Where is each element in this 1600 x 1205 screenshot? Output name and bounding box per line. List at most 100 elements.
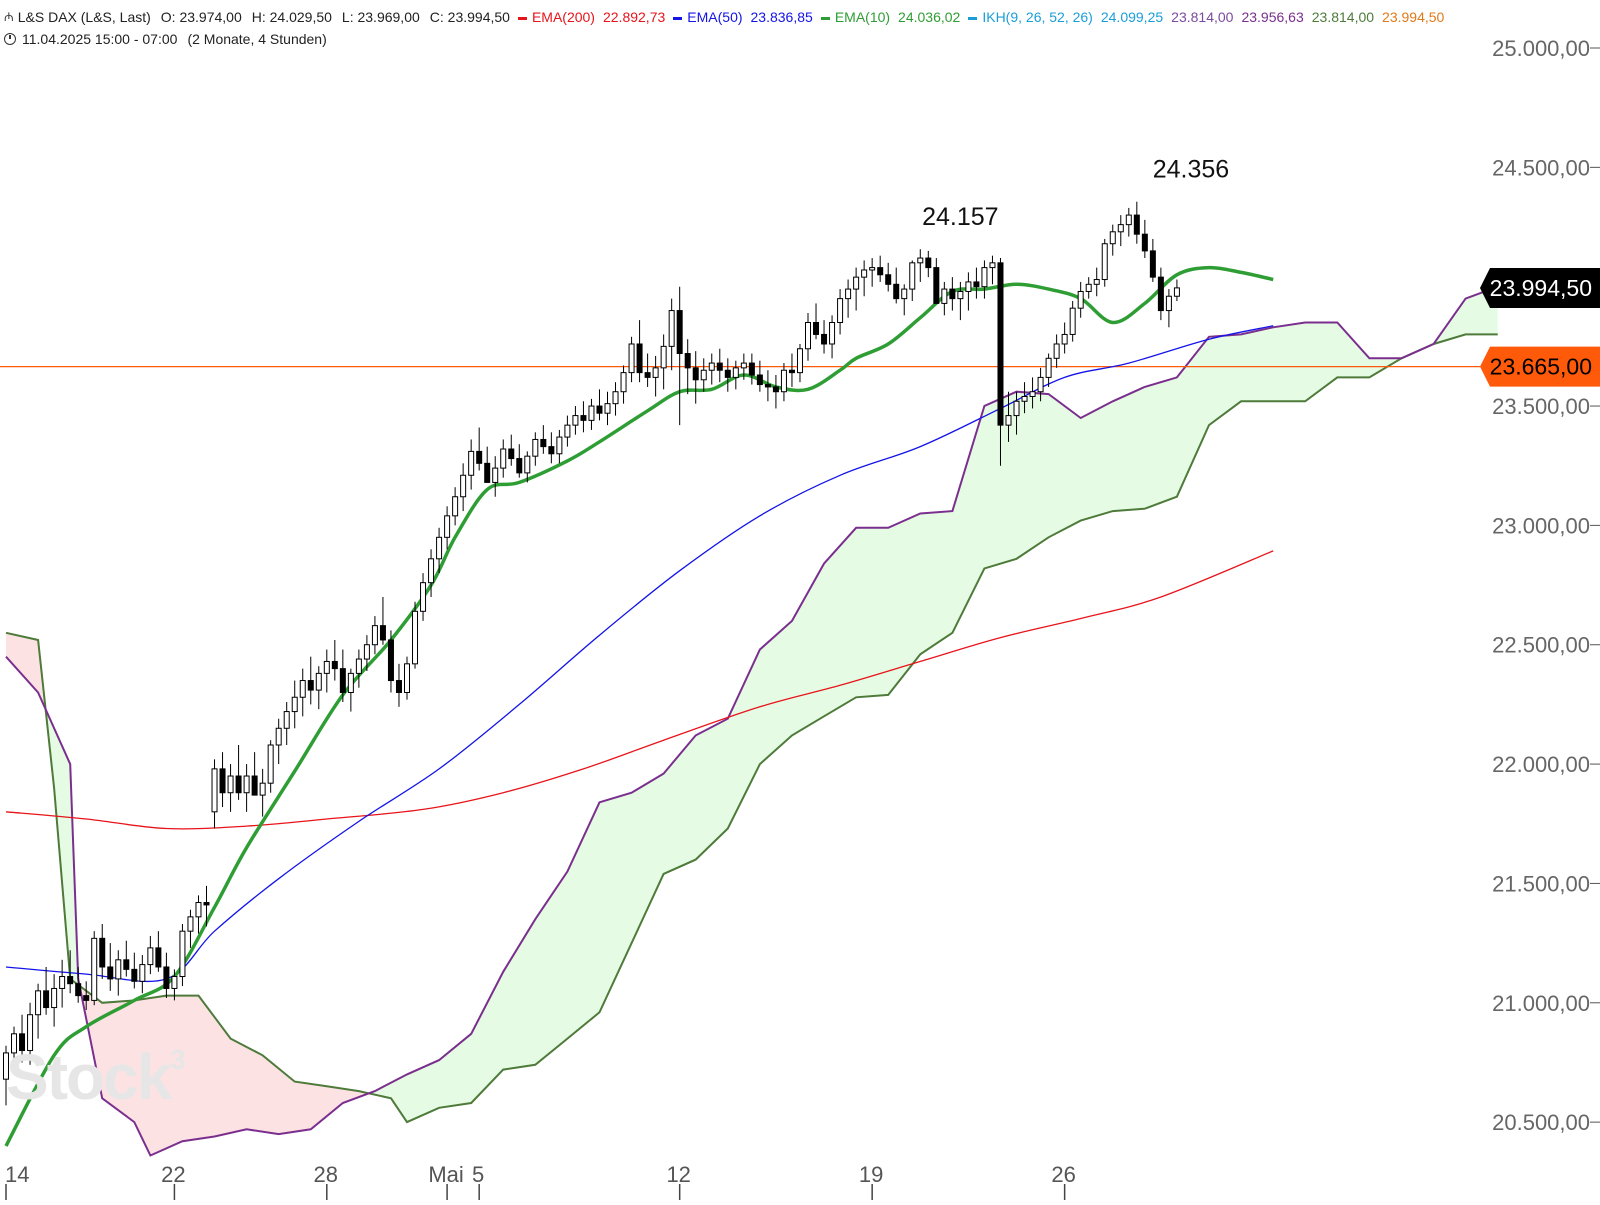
candle[interactable] xyxy=(243,764,250,812)
candle[interactable] xyxy=(371,616,378,655)
candle[interactable] xyxy=(1029,377,1036,409)
candle[interactable] xyxy=(1069,301,1076,342)
level-price-label[interactable]: 23.665,00 xyxy=(1480,346,1600,387)
candle[interactable] xyxy=(283,702,290,745)
candle[interactable] xyxy=(1109,224,1116,256)
candle[interactable] xyxy=(275,718,282,765)
candle[interactable] xyxy=(428,549,435,597)
candle[interactable] xyxy=(596,389,603,421)
candle[interactable] xyxy=(532,432,539,466)
candle[interactable] xyxy=(1021,382,1028,414)
candle[interactable] xyxy=(307,656,314,705)
candle[interactable] xyxy=(412,601,419,669)
candle[interactable] xyxy=(548,432,555,464)
candle[interactable] xyxy=(460,463,467,512)
candle[interactable] xyxy=(147,935,154,975)
candle[interactable] xyxy=(27,1002,34,1065)
candle[interactable] xyxy=(484,446,491,483)
candle[interactable] xyxy=(1085,277,1092,299)
candle[interactable] xyxy=(1133,201,1140,244)
candle[interactable] xyxy=(291,680,298,729)
candle[interactable] xyxy=(1037,367,1044,402)
candle[interactable] xyxy=(893,267,900,304)
candle[interactable] xyxy=(259,768,266,817)
candle[interactable] xyxy=(933,258,940,304)
candle[interactable] xyxy=(267,740,274,793)
candle[interactable] xyxy=(315,666,322,710)
candle[interactable] xyxy=(59,959,66,1008)
candle[interactable] xyxy=(404,656,410,700)
candle[interactable] xyxy=(1053,334,1060,368)
candle[interactable] xyxy=(981,260,988,299)
candle[interactable] xyxy=(668,298,675,371)
candle[interactable] xyxy=(123,940,130,977)
ema-50-line[interactable] xyxy=(5,325,1274,983)
candle[interactable] xyxy=(476,427,483,471)
candle[interactable] xyxy=(51,974,58,1027)
candle[interactable] xyxy=(764,370,771,402)
candle[interactable] xyxy=(500,439,507,478)
candle[interactable] xyxy=(965,272,972,311)
legend-indicator-name[interactable]: EMA(50) xyxy=(687,9,743,25)
candle[interactable] xyxy=(676,286,683,426)
candle[interactable] xyxy=(821,320,828,354)
ema-10-line[interactable] xyxy=(4,265,1274,1147)
candle[interactable] xyxy=(3,1045,9,1106)
candle[interactable] xyxy=(203,885,210,927)
candle[interactable] xyxy=(556,429,563,464)
candle[interactable] xyxy=(227,764,234,812)
candle[interactable] xyxy=(813,303,820,340)
candle[interactable] xyxy=(107,943,114,991)
last-price-label[interactable]: 23.994,50 xyxy=(1480,268,1600,309)
candle[interactable] xyxy=(572,406,579,435)
candle[interactable] xyxy=(179,924,186,987)
candle[interactable] xyxy=(323,649,330,693)
candle[interactable] xyxy=(19,1014,26,1063)
candle[interactable] xyxy=(347,668,354,712)
candle[interactable] xyxy=(1117,215,1124,247)
candle[interactable] xyxy=(219,752,226,808)
candle[interactable] xyxy=(339,649,346,703)
candle[interactable] xyxy=(708,353,715,385)
candle[interactable] xyxy=(251,752,258,796)
candle[interactable] xyxy=(1005,391,1012,442)
candle[interactable] xyxy=(845,279,852,318)
candle[interactable] xyxy=(612,382,619,416)
candle[interactable] xyxy=(155,931,162,972)
candle[interactable] xyxy=(788,353,795,387)
legend-indicator-name[interactable]: EMA(10) xyxy=(834,9,891,25)
candle[interactable] xyxy=(67,950,74,994)
candle[interactable] xyxy=(436,527,443,574)
candle[interactable] xyxy=(692,351,699,404)
candle[interactable] xyxy=(877,255,884,282)
candle[interactable] xyxy=(740,353,747,380)
candle[interactable] xyxy=(508,434,515,466)
candle[interactable] xyxy=(949,277,956,311)
candle[interactable] xyxy=(163,952,170,999)
candle[interactable] xyxy=(387,630,394,693)
candle[interactable] xyxy=(660,334,667,390)
candle[interactable] xyxy=(748,353,755,385)
candle[interactable] xyxy=(636,320,643,383)
candle[interactable] xyxy=(644,353,651,387)
candle[interactable] xyxy=(973,267,980,299)
candle[interactable] xyxy=(724,358,731,392)
candle[interactable] xyxy=(395,663,402,707)
candle[interactable] xyxy=(195,895,202,934)
candle[interactable] xyxy=(1125,207,1132,237)
candle[interactable] xyxy=(829,315,836,359)
candle[interactable] xyxy=(652,355,659,397)
candle[interactable] xyxy=(588,398,595,430)
candle[interactable] xyxy=(1165,289,1172,328)
ema-200-line[interactable] xyxy=(5,550,1274,830)
candle[interactable] xyxy=(805,312,811,361)
candle[interactable] xyxy=(684,339,691,395)
candle[interactable] xyxy=(11,1026,18,1075)
candle[interactable] xyxy=(452,487,459,526)
candle[interactable] xyxy=(1045,353,1052,387)
candle[interactable] xyxy=(75,966,82,1003)
candle[interactable] xyxy=(420,573,427,621)
candle[interactable] xyxy=(131,952,138,989)
candle[interactable] xyxy=(187,909,194,948)
